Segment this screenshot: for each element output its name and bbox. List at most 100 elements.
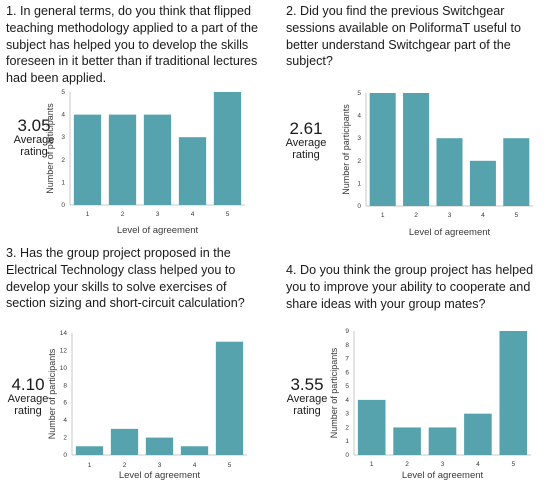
- y-tick-label: 1: [345, 438, 349, 445]
- y-tick-label: 2: [345, 424, 349, 431]
- average-rating-label: rating: [293, 405, 321, 418]
- y-tick-label: 0: [357, 203, 361, 210]
- y-axis-title: Number of participants: [329, 347, 339, 438]
- average-rating-label: Average: [285, 137, 327, 150]
- y-tick-label: 6: [63, 400, 67, 407]
- x-tick-label: 2: [405, 461, 409, 468]
- bar: [464, 413, 492, 455]
- bar: [178, 137, 207, 205]
- bar: [428, 427, 457, 455]
- bar: [108, 114, 137, 205]
- average-rating-value: 4.10: [11, 375, 45, 394]
- bar: [436, 138, 463, 206]
- average-rating-3: 4.10 Average rating: [2, 375, 54, 418]
- y-tick-label: 3: [345, 411, 349, 418]
- average-rating-1: 3.05 Average rating: [8, 116, 60, 159]
- question-4: 4. Do you think the group project has he…: [286, 263, 534, 311]
- y-tick-label: 0: [61, 202, 65, 209]
- question-2: 2. Did you find the previous Switchgear …: [286, 4, 521, 69]
- x-tick-label: 5: [228, 462, 232, 469]
- x-tick-label: 3: [441, 461, 445, 468]
- y-tick-label: 9: [345, 328, 349, 335]
- y-tick-label: 2: [63, 435, 67, 442]
- bar: [110, 428, 139, 455]
- x-tick-label: 3: [158, 462, 162, 469]
- y-tick-label: 10: [60, 365, 68, 372]
- x-tick-label: 4: [193, 462, 197, 469]
- average-rating-label: rating: [14, 405, 42, 418]
- bar: [503, 138, 530, 206]
- average-rating-label: Average: [13, 134, 55, 147]
- y-tick-label: 2: [357, 158, 361, 165]
- y-tick-label: 8: [63, 382, 67, 389]
- x-tick-label: 1: [381, 212, 385, 219]
- average-rating-label: Average: [7, 393, 49, 406]
- average-rating-label: Average: [286, 393, 328, 406]
- bar: [215, 341, 244, 455]
- average-rating-2: 2.61 Average rating: [280, 119, 332, 162]
- y-tick-label: 3: [61, 134, 65, 141]
- y-axis-title: Number of participants: [45, 103, 55, 194]
- y-tick-label: 4: [63, 417, 67, 424]
- bar: [75, 446, 104, 455]
- y-tick-label: 7: [345, 356, 349, 363]
- average-rating-value: 3.55: [290, 375, 324, 394]
- x-axis-title: Level of agreement: [119, 470, 201, 481]
- average-rating-value: 2.61: [289, 119, 323, 138]
- bar: [357, 399, 386, 455]
- y-tick-label: 5: [345, 383, 349, 390]
- x-axis-title: Level of agreement: [409, 227, 491, 238]
- x-tick-label: 4: [481, 212, 485, 219]
- x-tick-label: 1: [370, 461, 374, 468]
- bar: [180, 446, 209, 455]
- average-rating-label: rating: [292, 149, 320, 162]
- x-tick-label: 5: [226, 211, 230, 218]
- average-rating-4: 3.55 Average rating: [281, 375, 333, 418]
- y-tick-label: 1: [357, 180, 361, 187]
- x-axis-title: Level of agreement: [402, 470, 484, 481]
- bar: [143, 114, 172, 205]
- bar: [369, 93, 396, 206]
- y-tick-label: 5: [61, 89, 65, 96]
- y-tick-label: 14: [60, 330, 68, 337]
- y-axis-title: Number of participants: [47, 348, 57, 439]
- y-tick-label: 4: [357, 113, 361, 120]
- y-tick-label: 0: [63, 452, 67, 459]
- x-axis-title: Level of agreement: [117, 225, 199, 236]
- y-tick-label: 2: [61, 157, 65, 164]
- bar: [145, 437, 174, 455]
- y-tick-label: 3: [357, 135, 361, 142]
- y-tick-label: 12: [60, 347, 68, 354]
- bar: [213, 92, 242, 205]
- question-3: 3. Has the group project proposed in the…: [6, 246, 245, 311]
- x-tick-label: 1: [88, 462, 92, 469]
- bar: [469, 160, 496, 206]
- bar: [393, 427, 421, 455]
- bar: [73, 114, 102, 205]
- average-rating-label: rating: [20, 146, 48, 159]
- x-tick-label: 1: [86, 211, 90, 218]
- average-rating-value: 3.05: [17, 116, 51, 135]
- x-tick-label: 4: [476, 461, 480, 468]
- x-tick-label: 2: [121, 211, 125, 218]
- bar: [403, 93, 430, 206]
- y-tick-label: 8: [345, 342, 349, 349]
- x-tick-label: 2: [123, 462, 127, 469]
- y-tick-label: 4: [61, 112, 65, 119]
- question-1: 1. In general terms, do you think that f…: [6, 4, 259, 86]
- x-tick-label: 3: [156, 211, 160, 218]
- y-tick-label: 6: [345, 369, 349, 376]
- y-tick-label: 5: [357, 90, 361, 97]
- x-tick-label: 4: [191, 211, 195, 218]
- x-tick-label: 3: [448, 212, 452, 219]
- y-axis-title: Number of participants: [341, 104, 351, 195]
- y-tick-label: 1: [61, 179, 65, 186]
- x-tick-label: 5: [514, 212, 518, 219]
- y-tick-label: 0: [345, 452, 349, 459]
- x-tick-label: 5: [511, 461, 515, 468]
- x-tick-label: 2: [414, 212, 418, 219]
